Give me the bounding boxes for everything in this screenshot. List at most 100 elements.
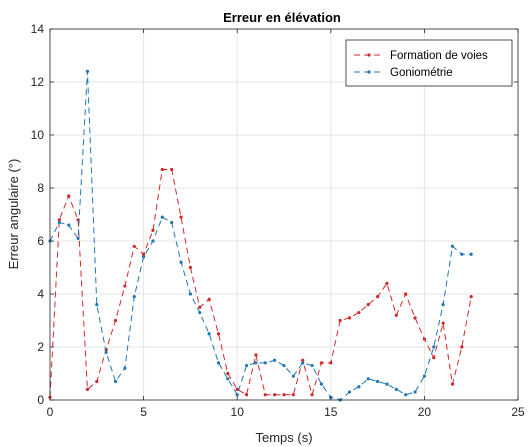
- data-point: [76, 236, 80, 240]
- data-point: [460, 345, 464, 349]
- data-point: [273, 358, 277, 362]
- data-point: [207, 332, 211, 336]
- y-tick-label: 6: [37, 234, 44, 248]
- x-tick-label: 5: [140, 405, 147, 419]
- data-point: [151, 239, 155, 243]
- data-point: [385, 281, 389, 285]
- data-point: [338, 318, 342, 323]
- data-point: [357, 385, 361, 389]
- series-line: [49, 71, 472, 401]
- data-point: [347, 316, 352, 320]
- data-point: [432, 356, 436, 360]
- data-point: [450, 382, 455, 386]
- y-tick-label: 2: [37, 340, 44, 354]
- data-point: [123, 366, 127, 370]
- data-point: [104, 350, 108, 354]
- data-point: [113, 318, 118, 323]
- data-point: [357, 310, 361, 315]
- data-point: [301, 358, 305, 362]
- data-point: [132, 295, 136, 299]
- plot-series: [48, 69, 473, 402]
- data-point: [366, 377, 370, 381]
- data-point: [113, 379, 118, 384]
- y-tick-label: 0: [37, 393, 44, 407]
- data-point: [441, 321, 445, 325]
- data-point: [216, 332, 221, 336]
- plot-frame: [49, 28, 519, 401]
- data-point: [394, 387, 398, 391]
- data-point: [282, 363, 286, 368]
- data-point: [67, 194, 71, 198]
- data-point: [347, 390, 352, 394]
- data-point: [460, 252, 464, 256]
- data-point: [244, 363, 249, 368]
- data-point: [188, 265, 192, 270]
- legend-label: Formation de voies: [390, 50, 488, 62]
- data-point: [85, 69, 90, 73]
- y-tick-label: 10: [31, 128, 45, 142]
- x-tick-label: 0: [47, 405, 54, 419]
- data-point: [123, 284, 127, 288]
- data-point: [207, 297, 211, 301]
- data-point: [216, 361, 221, 365]
- data-point: [310, 393, 314, 397]
- legend: Formation de voies Goniométrie: [345, 39, 513, 87]
- data-point: [422, 374, 426, 378]
- data-point: [319, 382, 324, 386]
- data-point: [57, 220, 61, 225]
- data-point: [179, 260, 183, 264]
- data-point: [301, 361, 305, 365]
- data-point: [226, 377, 230, 381]
- data-point: [254, 361, 258, 365]
- data-point: [67, 223, 71, 227]
- legend-marker: [367, 70, 371, 74]
- data-point: [469, 295, 473, 299]
- x-tick-label: 25: [511, 405, 525, 419]
- data-point: [263, 361, 267, 365]
- data-point: [142, 255, 146, 259]
- data-point: [273, 393, 277, 397]
- data-point: [142, 252, 146, 256]
- data-point: [57, 218, 61, 222]
- data-point: [160, 215, 164, 219]
- data-point: [85, 387, 90, 391]
- data-point: [95, 303, 99, 307]
- data-point: [404, 292, 408, 296]
- data-point: [404, 393, 408, 397]
- data-point: [132, 244, 136, 248]
- data-point: [385, 382, 389, 386]
- data-point: [244, 393, 249, 397]
- data-point: [413, 316, 417, 320]
- data-point: [198, 305, 202, 309]
- data-point: [188, 292, 192, 296]
- legend-marker: [367, 53, 371, 57]
- data-point: [413, 390, 417, 394]
- data-point: [170, 220, 174, 225]
- x-axis-label: Temps (s): [255, 430, 312, 445]
- series-line: [49, 168, 472, 398]
- data-point: [319, 361, 324, 365]
- data-point: [376, 295, 380, 299]
- x-tick-label: 10: [231, 405, 245, 419]
- data-point: [282, 393, 286, 397]
- data-point: [450, 244, 455, 248]
- y-tick-label: 12: [31, 75, 45, 89]
- data-point: [263, 393, 267, 397]
- series-2: [48, 69, 473, 402]
- data-point: [95, 379, 99, 384]
- data-point: [254, 353, 258, 357]
- legend-label: Goniométrie: [390, 67, 453, 79]
- data-point: [151, 228, 155, 232]
- x-tick-label: 20: [418, 405, 432, 419]
- y-tick-label: 14: [31, 22, 45, 36]
- data-point: [310, 363, 314, 368]
- data-point: [366, 303, 370, 307]
- y-tick-label: 4: [37, 287, 44, 301]
- data-point: [432, 345, 436, 349]
- data-point: [291, 374, 295, 378]
- data-point: [291, 393, 295, 397]
- ticks: 0 5 10 15 20 25 0 2 4 6 8 10 12 14: [31, 22, 525, 419]
- data-point: [329, 361, 333, 365]
- data-point: [469, 252, 473, 256]
